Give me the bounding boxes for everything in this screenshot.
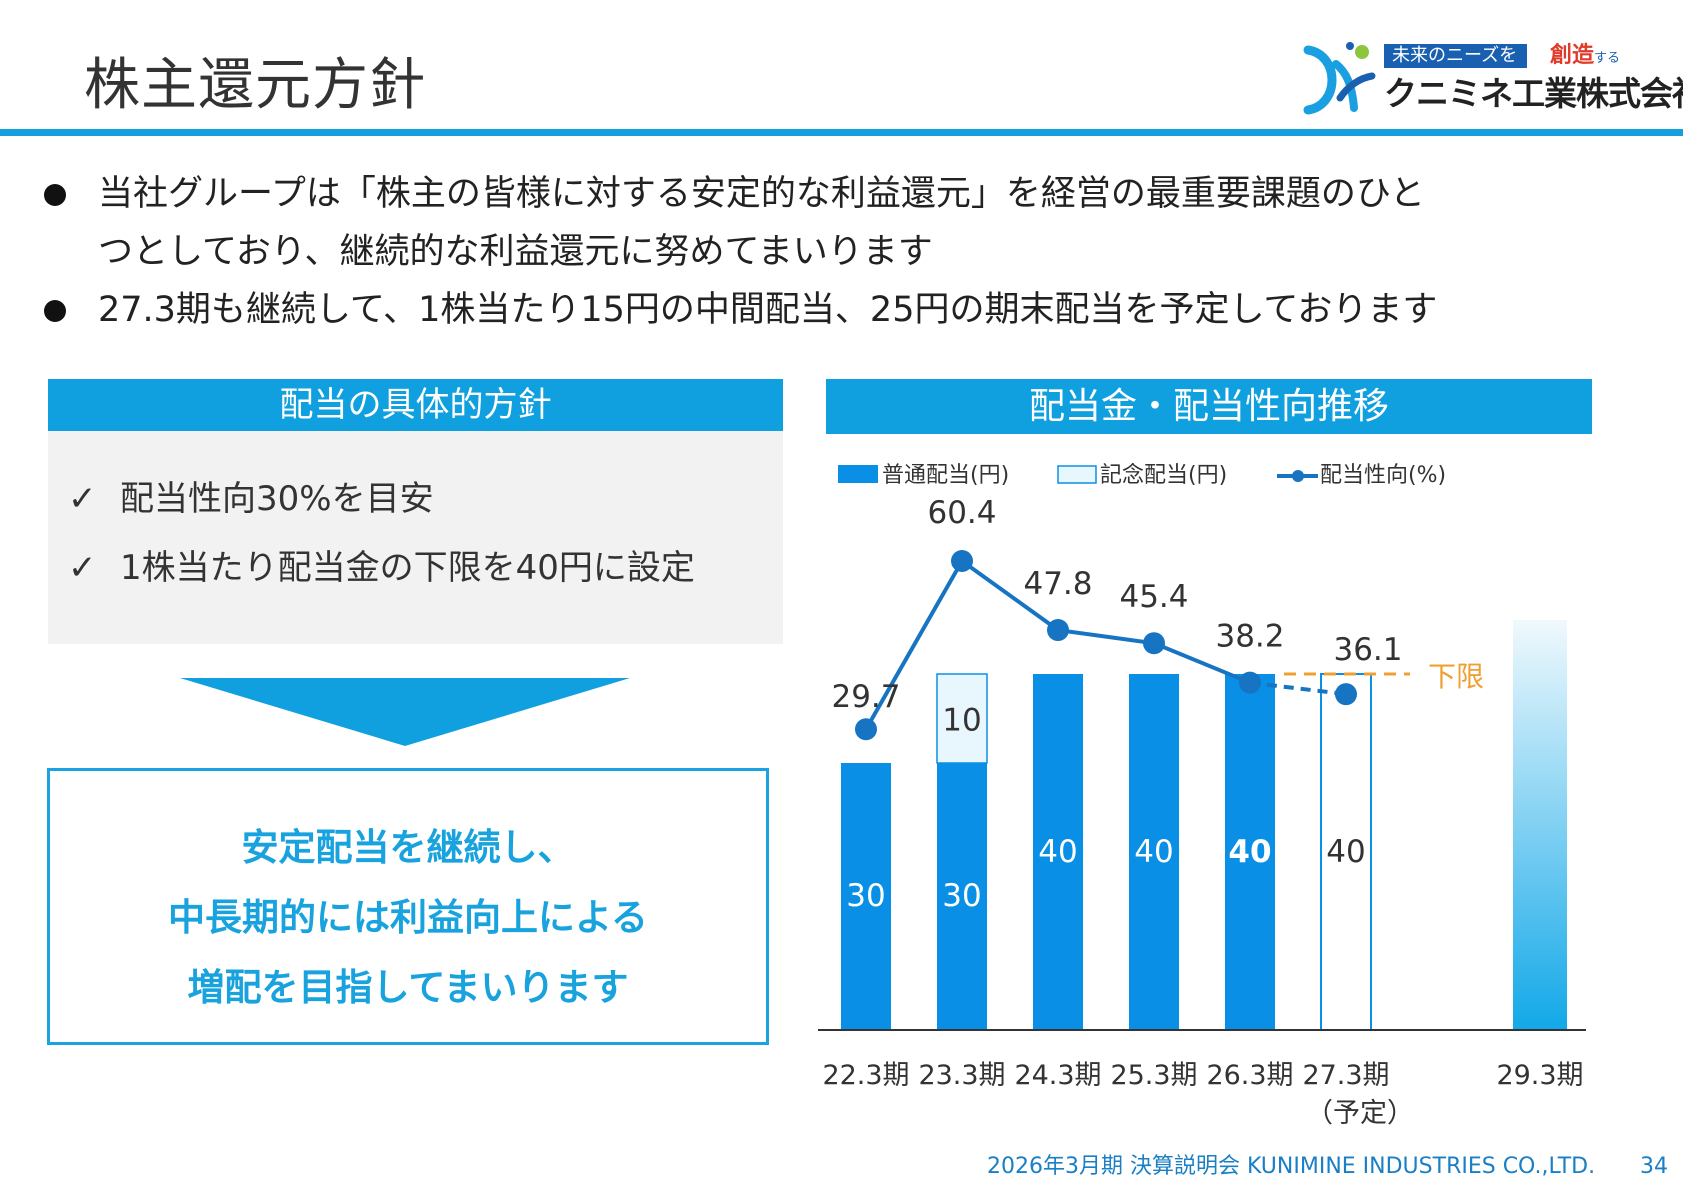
bar-value-label: 40 bbox=[1326, 834, 1365, 870]
legend-label: 普通配当(円) bbox=[882, 463, 1009, 488]
category-label: 24.3期 bbox=[1014, 1060, 1101, 1091]
floor-label: 下限 bbox=[1428, 660, 1484, 693]
policy-list: ✓ 配当性向30%を目安 ✓ 1株当たり配当金の下限を40円に設定 bbox=[48, 431, 783, 644]
regular-dividend-bar bbox=[841, 763, 891, 1030]
forecast-bar bbox=[1320, 673, 1372, 1031]
payout-point bbox=[1143, 632, 1165, 655]
regular-dividend-bar bbox=[1225, 674, 1275, 1030]
legend-label: 記念配当(円) bbox=[1100, 463, 1227, 488]
category-label: 23.3期 bbox=[918, 1060, 1005, 1091]
bullet-text-line: 当社グループは「株主の皆様に対する安定的な利益還元」を経営の最重要課題のひと bbox=[98, 174, 1425, 214]
memorial-dividend-bar bbox=[936, 673, 988, 764]
payout-point bbox=[1335, 683, 1357, 706]
memorial-value-label: 10 bbox=[942, 703, 981, 739]
logo-tagline: 未来のニーズを bbox=[1384, 44, 1528, 68]
payout-value-label: 38.2 bbox=[1215, 619, 1284, 655]
policy-item: ✓ 配当性向30%を目安 bbox=[68, 477, 434, 521]
summary-bullets: 当社グループは「株主の皆様に対する安定的な利益還元」を経営の最重要課題のひと つ… bbox=[42, 165, 1662, 339]
target-bar bbox=[1513, 620, 1567, 1030]
bullet-text-line: つとしており、継続的な利益還元に努めてまいります bbox=[98, 232, 933, 272]
check-icon: ✓ bbox=[68, 548, 97, 588]
bullet-item: 27.3期も継続して、1株当たり15円の中間配当、25円の期末配当を予定しており… bbox=[42, 281, 1662, 339]
category-label: 25.3期 bbox=[1110, 1060, 1197, 1091]
legend-swatch-memorial bbox=[1057, 465, 1097, 484]
category-label: 26.3期 bbox=[1206, 1060, 1293, 1091]
policy-item-label: 1株当たり配当金の下限を40円に設定 bbox=[120, 548, 695, 588]
category-label: 29.3期 bbox=[1496, 1060, 1583, 1091]
check-icon: ✓ bbox=[68, 479, 97, 519]
payout-value-label: 29.7 bbox=[831, 679, 900, 715]
page-number: 34 bbox=[1640, 1154, 1668, 1179]
chart-heading: 配当金・配当性向推移 bbox=[826, 379, 1592, 434]
category-sublabel: （予定） bbox=[1306, 1098, 1414, 1129]
category-label: 22.3期 bbox=[822, 1060, 909, 1091]
regular-dividend-bar bbox=[1129, 674, 1179, 1030]
payout-point bbox=[1047, 619, 1069, 642]
policy-item-label: 配当性向30%を目安 bbox=[120, 479, 434, 519]
page-title: 株主還元方針 bbox=[84, 53, 426, 118]
payout-value-label: 60.4 bbox=[927, 495, 996, 531]
payout-value-label: 45.4 bbox=[1119, 579, 1188, 615]
logo-mark-icon bbox=[1303, 42, 1376, 115]
bar-value-label: 40 bbox=[1134, 834, 1173, 870]
logo-company-name: クニミネ工業株式会社 bbox=[1384, 74, 1683, 113]
company-logo: 未来のニーズを 創造する クニミネ工業株式会社 bbox=[1302, 42, 1683, 116]
policy-heading: 配当の具体的方針 bbox=[48, 379, 783, 431]
bar-value-label: 40 bbox=[1228, 834, 1271, 870]
regular-dividend-bar bbox=[1033, 674, 1083, 1030]
payout-point bbox=[1239, 671, 1261, 694]
conclusion-line: 安定配当を継続し、 bbox=[241, 826, 575, 869]
payout-point bbox=[855, 718, 877, 741]
conclusion-line: 中長期的には利益向上による bbox=[168, 896, 648, 939]
title-divider bbox=[0, 129, 1683, 136]
conclusion-line: 増配を目指してまいります bbox=[187, 966, 629, 1009]
payout-value-label: 47.8 bbox=[1023, 566, 1092, 602]
bullet-dot-icon bbox=[44, 184, 66, 206]
chart-legend: 普通配当(円) 記念配当(円) 配当性向(%) bbox=[838, 463, 1446, 488]
legend-label: 配当性向(%) bbox=[1320, 463, 1446, 488]
footer-text: 2026年3月期 決算説明会 KUNIMINE INDUSTRIES CO.,L… bbox=[987, 1154, 1596, 1179]
regular-dividend-bar bbox=[937, 763, 987, 1030]
bar-value-label: 40 bbox=[1038, 834, 1077, 870]
logo-tagline-accent: 創造する bbox=[1550, 43, 1621, 68]
bullet-dot-icon bbox=[44, 300, 66, 322]
down-arrow-icon bbox=[180, 678, 630, 746]
payout-value-label: 36.1 bbox=[1333, 632, 1402, 668]
bar-value-label: 30 bbox=[846, 878, 885, 914]
policy-conclusion: 安定配当を継続し、 中長期的には利益向上による 増配を目指してまいります bbox=[47, 768, 769, 1045]
category-label: 27.3期 bbox=[1302, 1060, 1389, 1091]
payout-point bbox=[951, 550, 973, 573]
bullet-item: 当社グループは「株主の皆様に対する安定的な利益還元」を経営の最重要課題のひと つ… bbox=[42, 165, 1662, 281]
policy-item: ✓ 1株当たり配当金の下限を40円に設定 bbox=[68, 546, 695, 590]
bar-value-label: 30 bbox=[942, 878, 981, 914]
bullet-text-line: 27.3期も継続して、1株当たり15円の中間配当、25円の期末配当を予定しており… bbox=[98, 290, 1438, 330]
legend-swatch-regular bbox=[838, 465, 878, 483]
legend-marker-payout bbox=[1292, 470, 1304, 482]
